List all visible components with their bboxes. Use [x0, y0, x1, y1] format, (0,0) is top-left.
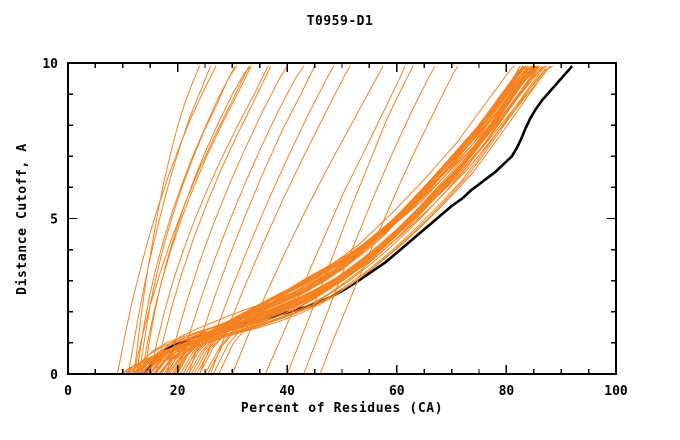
axis-frame-group	[67, 62, 617, 375]
prediction-curve	[303, 65, 436, 375]
prediction-curve	[138, 65, 236, 375]
prediction-curve	[155, 65, 272, 375]
prediction-curve	[141, 65, 252, 375]
prediction-curve	[149, 65, 546, 375]
prediction-curve	[172, 65, 524, 375]
prediction-curve	[127, 65, 535, 375]
axis-labels-group: 0 20 40 60 80 100 0 5 10	[42, 57, 628, 399]
prediction-curve	[231, 65, 384, 375]
prediction-curve	[264, 65, 406, 375]
x-tick-label: 0	[64, 384, 72, 399]
page-title: T0959-D1	[306, 14, 374, 29]
prediction-curve	[145, 65, 540, 375]
prediction-curve	[188, 65, 316, 375]
prediction-curve	[148, 65, 536, 375]
prediction-curve	[125, 65, 535, 375]
prediction-curve	[199, 65, 335, 375]
prediction-curve	[212, 65, 535, 375]
reference-curve	[143, 65, 574, 375]
x-tick-label: 80	[499, 384, 515, 399]
prediction-curve	[130, 65, 529, 375]
prediction-curve	[132, 65, 535, 375]
prediction-curve	[133, 65, 200, 375]
prediction-curve	[116, 65, 217, 375]
prediction-curve	[127, 65, 211, 375]
curves-group	[116, 65, 574, 375]
x-tick-label: 100	[604, 384, 628, 399]
x-tick-label: 40	[279, 384, 295, 399]
prediction-curve	[136, 65, 238, 375]
prediction-curve	[196, 65, 535, 375]
x-tick-label: 60	[389, 384, 405, 399]
prediction-curve	[147, 65, 515, 375]
prediction-curve	[207, 65, 529, 375]
y-tick-label: 0	[50, 368, 58, 383]
prediction-curve	[177, 65, 305, 375]
prediction-curve	[210, 65, 351, 375]
prediction-curve	[166, 65, 288, 375]
x-tick-label: 20	[170, 384, 186, 399]
prediction-curve	[122, 65, 535, 375]
prediction-curve	[176, 65, 526, 375]
axis-ticks-group	[67, 62, 617, 375]
prediction-curve	[319, 65, 459, 375]
y-tick-label: 5	[50, 213, 58, 228]
prediction-curve	[126, 65, 539, 375]
prediction-curve	[286, 65, 414, 375]
y-tick-label: 10	[42, 57, 58, 72]
y-axis-title: Distance Cutoff, A	[15, 143, 30, 295]
prediction-curve	[149, 65, 269, 375]
prediction-curve	[137, 65, 537, 375]
prediction-curve	[218, 65, 537, 375]
x-axis-title: Percent of Residues (CA)	[241, 401, 443, 416]
prediction-curve	[133, 65, 250, 375]
plot-frame	[67, 62, 617, 375]
